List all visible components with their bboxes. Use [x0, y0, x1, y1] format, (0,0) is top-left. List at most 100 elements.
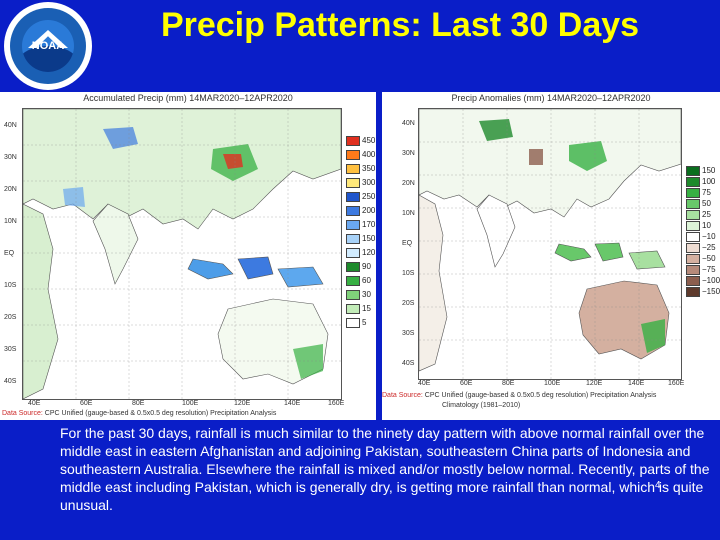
legend-label: −100	[702, 276, 720, 285]
left-map-graphic	[23, 109, 341, 399]
lon-label: 120E	[586, 380, 602, 387]
lat-label: 30N	[402, 150, 415, 157]
lon-label: 80E	[132, 400, 144, 407]
legend-swatch	[346, 248, 360, 258]
legend-label: 450	[362, 136, 375, 145]
lon-label: 40E	[28, 400, 40, 407]
right-data-source: Data Source: CPC Unified (gauge-based & …	[382, 392, 656, 399]
legend-label: −50	[702, 254, 716, 263]
lat-label: 40N	[402, 120, 415, 127]
lat-label: 40S	[4, 378, 16, 385]
left-map-title: Accumulated Precip (mm) 14MAR2020–12APR2…	[0, 93, 376, 103]
source-prefix: Data Source:	[2, 410, 43, 417]
lat-label: 10S	[4, 282, 16, 289]
legend-label: 350	[362, 164, 375, 173]
lat-label: 20S	[4, 314, 16, 321]
source-text: CPC Unified (gauge-based & 0.5x0.5 deg r…	[43, 410, 276, 417]
legend-swatch	[346, 150, 360, 160]
legend-label: 400	[362, 150, 375, 159]
legend-label: −75	[702, 265, 716, 274]
right-anomaly-map	[418, 108, 682, 380]
left-precip-map	[22, 108, 342, 400]
lon-label: 140E	[284, 400, 300, 407]
lat-label: 40S	[402, 360, 414, 367]
lat-label: 10N	[4, 218, 17, 225]
page-number: 4	[655, 480, 661, 491]
legend-label: 170	[362, 220, 375, 229]
lon-label: 100E	[182, 400, 198, 407]
source-text: CPC Unified (gauge-based & 0.5x0.5 deg r…	[423, 392, 656, 399]
lat-label: 30N	[4, 154, 17, 161]
legend-swatch	[346, 164, 360, 174]
legend-label: 25	[702, 210, 711, 219]
precip-anomalies-panel: Precip Anomalies (mm) 14MAR2020–12APR202…	[382, 92, 720, 420]
legend-swatch	[686, 232, 700, 242]
legend-label: 60	[362, 276, 371, 285]
lat-label: 20N	[402, 180, 415, 187]
legend-swatch	[686, 177, 700, 187]
slide-title: Precip Patterns: Last 30 Days	[100, 6, 700, 45]
legend-swatch	[686, 243, 700, 253]
legend-swatch	[346, 276, 360, 286]
legend-swatch	[346, 318, 360, 328]
lat-label: 30S	[402, 330, 414, 337]
lon-label: 160E	[328, 400, 344, 407]
legend-swatch	[686, 166, 700, 176]
right-climatology: Climatology (1981–2010)	[442, 402, 520, 409]
lat-label: EQ	[402, 240, 412, 247]
lat-label: 40N	[4, 122, 17, 129]
legend-label: 150	[362, 234, 375, 243]
right-map-graphic	[419, 109, 681, 379]
right-map-title: Precip Anomalies (mm) 14MAR2020–12APR202…	[382, 93, 720, 103]
legend-label: 100	[702, 177, 715, 186]
lon-label: 40E	[418, 380, 430, 387]
legend-label: 250	[362, 192, 375, 201]
legend-swatch	[346, 178, 360, 188]
legend-swatch	[346, 206, 360, 216]
legend-label: 150	[702, 166, 715, 175]
legend-swatch	[686, 254, 700, 264]
legend-swatch	[346, 192, 360, 202]
legend-swatch	[686, 221, 700, 231]
lon-label: 120E	[234, 400, 250, 407]
lat-label: 20N	[4, 186, 17, 193]
lat-label: 30S	[4, 346, 16, 353]
lon-label: 160E	[668, 380, 684, 387]
noaa-logo: NOAA	[4, 2, 92, 90]
lat-label: 20S	[402, 300, 414, 307]
legend-swatch	[346, 136, 360, 146]
legend-label: −150	[702, 287, 720, 296]
legend-label: 15	[362, 304, 371, 313]
legend-swatch	[686, 210, 700, 220]
legend-label: 30	[362, 290, 371, 299]
legend-label: 120	[362, 248, 375, 257]
legend-label: 10	[702, 221, 711, 230]
lat-label: 10S	[402, 270, 414, 277]
lon-label: 60E	[460, 380, 472, 387]
legend-label: 200	[362, 206, 375, 215]
legend-label: 50	[702, 199, 711, 208]
legend-swatch	[686, 188, 700, 198]
legend-label: 90	[362, 262, 371, 271]
legend-label: 5	[362, 318, 366, 327]
lon-label: 140E	[628, 380, 644, 387]
legend-label: 75	[702, 188, 711, 197]
lon-label: 100E	[544, 380, 560, 387]
left-data-source: Data Source: CPC Unified (gauge-based & …	[2, 410, 276, 417]
legend-swatch	[686, 287, 700, 297]
legend-swatch	[346, 220, 360, 230]
legend-swatch	[346, 262, 360, 272]
legend-label: 300	[362, 178, 375, 187]
africa-rain	[63, 187, 85, 207]
accumulated-precip-panel: Accumulated Precip (mm) 14MAR2020–12APR2…	[0, 92, 376, 420]
legend-swatch	[346, 304, 360, 314]
india-dry-anomaly	[529, 149, 543, 165]
lat-label: 10N	[402, 210, 415, 217]
lon-label: 80E	[502, 380, 514, 387]
lon-label: 60E	[80, 400, 92, 407]
logo-text: NOAA	[4, 40, 92, 52]
climatology-text: Climatology (1981–2010)	[442, 402, 520, 409]
legend-label: −10	[702, 232, 716, 241]
legend-swatch	[346, 290, 360, 300]
legend-swatch	[686, 276, 700, 286]
